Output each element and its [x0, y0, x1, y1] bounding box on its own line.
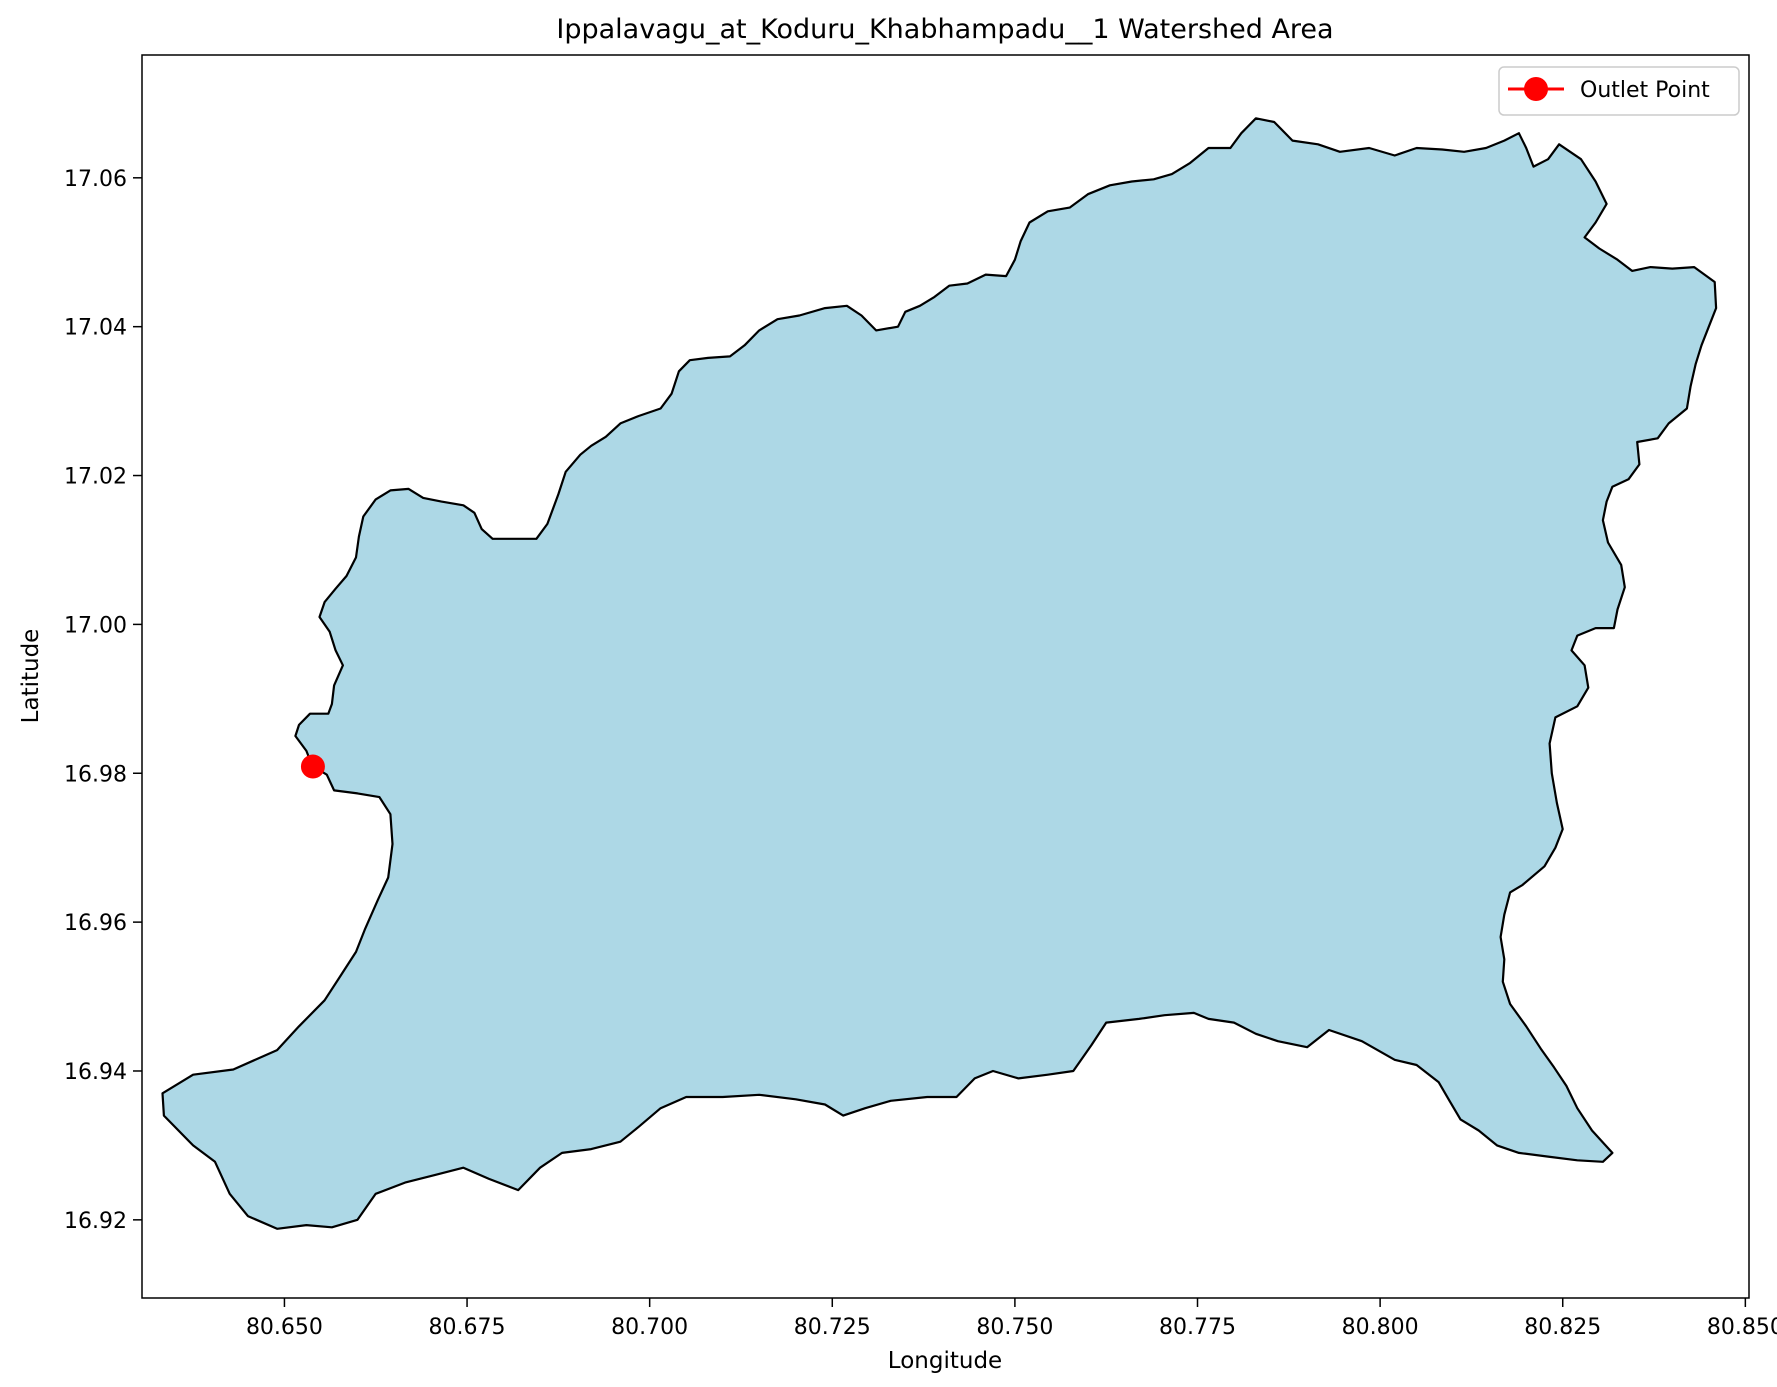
legend-frame: [1498, 66, 1740, 116]
y-axis-ticks: 16.92 16.94 16.96 16.98 17.00 17.02 17.04 17.06: [64, 167, 142, 1234]
y-tick-label: 16.98: [64, 762, 127, 787]
x-tick-label: 80.650: [246, 1315, 323, 1340]
x-tick-label: 80.825: [1524, 1315, 1601, 1340]
watershed-boundary-polygon: [161, 117, 1718, 1230]
series-layer: [300, 754, 325, 779]
x-tick-label: 80.700: [611, 1315, 688, 1340]
plot-frame: [141, 54, 1750, 1299]
y-tick-label: 16.94: [64, 1060, 127, 1085]
x-tick-label: 80.725: [794, 1315, 871, 1340]
y-tick-label: 16.96: [64, 911, 127, 936]
y-axis-label: Latitude: [18, 629, 44, 724]
y-tick-label: 17.02: [64, 465, 127, 490]
outlet-point-marker: [300, 754, 325, 779]
x-tick-label: 80.850: [1707, 1315, 1777, 1340]
y-tick-label: 16.92: [64, 1209, 127, 1234]
legend: Outlet Point: [1498, 66, 1740, 116]
legend-label-outlet-point: Outlet Point: [1580, 78, 1710, 103]
x-tick-label: 80.800: [1342, 1315, 1419, 1340]
y-tick-label: 17.06: [64, 167, 127, 192]
legend-outlet-marker: [1524, 77, 1548, 101]
y-tick-label: 17.00: [64, 613, 127, 638]
chart-title: Ippalavagu_at_Koduru_Khabhampadu__1 Wate…: [556, 14, 1333, 45]
x-axis-ticks: 80.650 80.675 80.700 80.725 80.750 80.775 80.8…: [246, 1298, 1777, 1340]
x-tick-label: 80.675: [429, 1315, 506, 1340]
y-tick-label: 17.04: [64, 316, 127, 341]
x-tick-label: 80.750: [976, 1315, 1053, 1340]
plot-area: [141, 54, 1750, 1299]
x-axis-label: Longitude: [888, 1348, 1002, 1374]
x-tick-label: 80.775: [1159, 1315, 1236, 1340]
